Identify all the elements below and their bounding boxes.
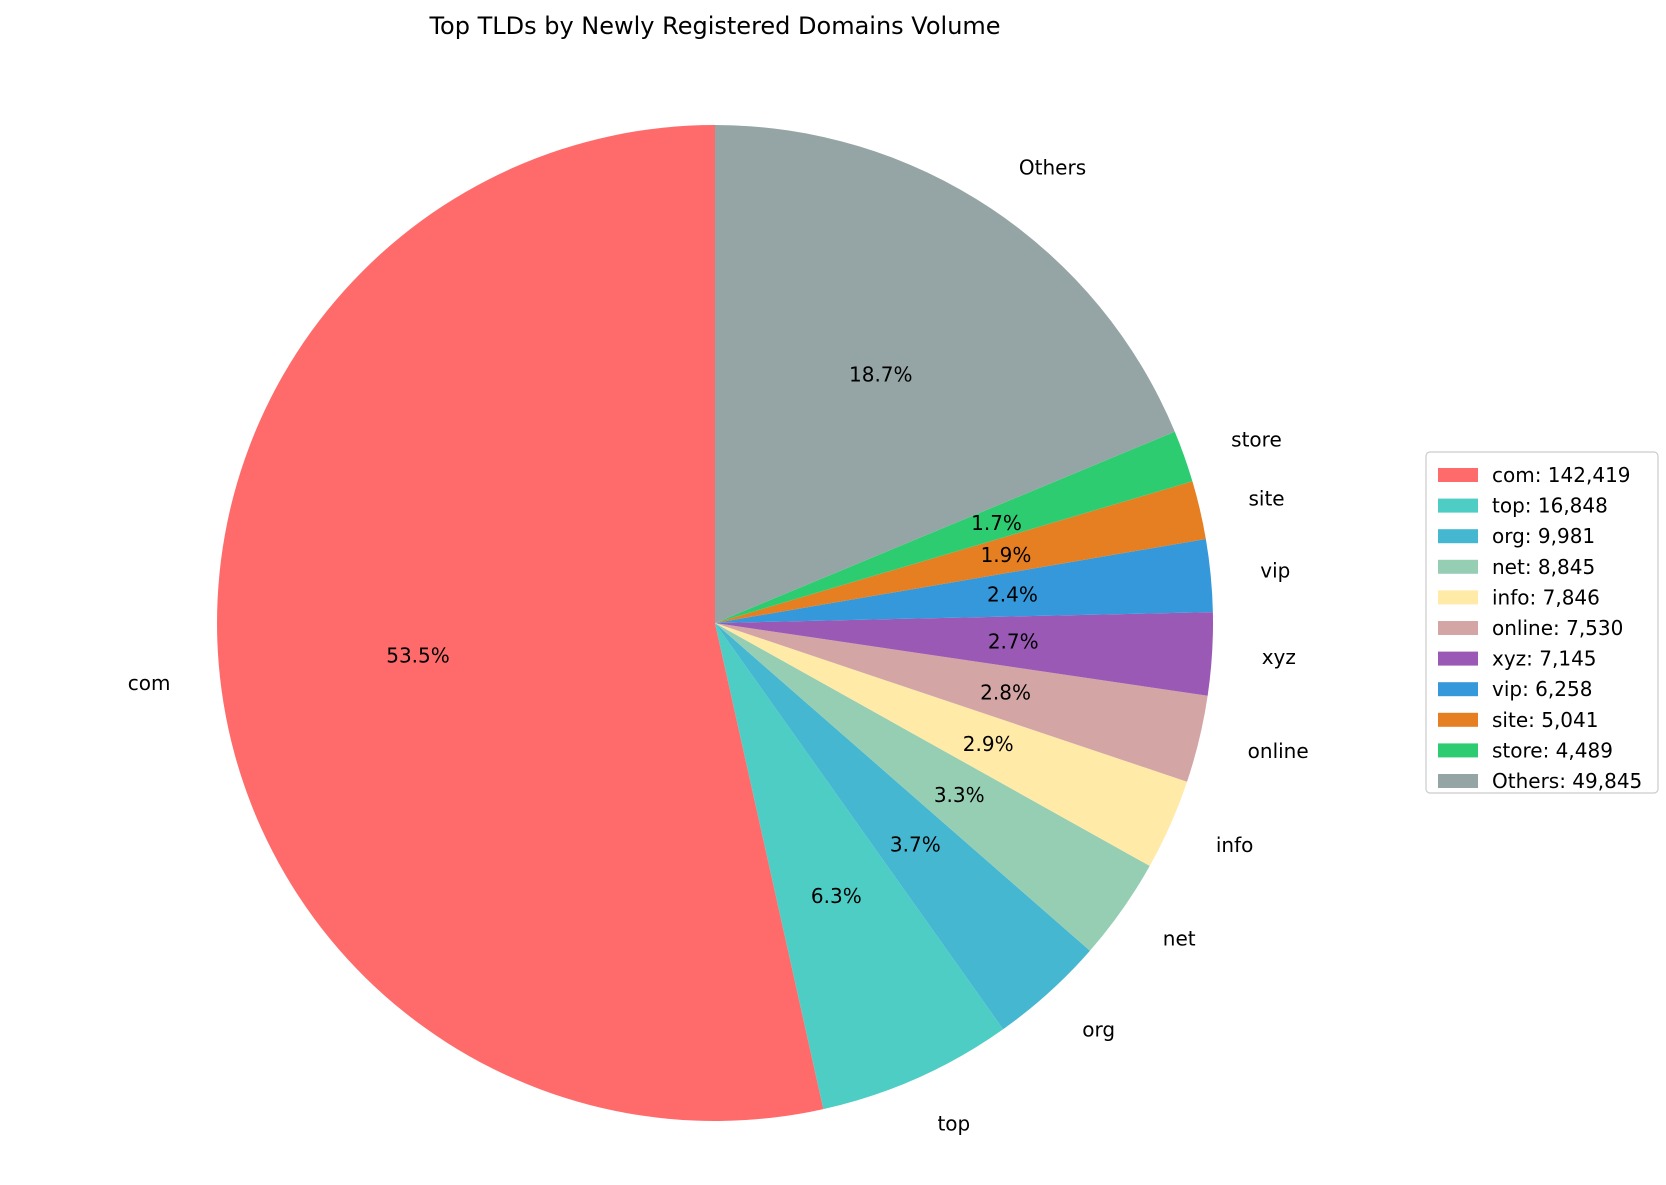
pie-slice-vip — [715, 538, 1213, 623]
slice-label-info: info — [1216, 833, 1254, 857]
pie-slice-online — [715, 623, 1208, 782]
legend-entry-xyz: xyz: 7,145 — [1492, 647, 1597, 671]
legend: com: 142,419 top: 16,848 org: 9,981 net: 8,… — [1425, 451, 1659, 794]
pie-slice-xyz — [715, 612, 1213, 696]
pie-slice-store — [715, 431, 1193, 623]
slice-label-org: org — [1082, 1017, 1115, 1041]
percent-label-online: 2.8% — [980, 681, 1031, 705]
percent-label-org: 3.7% — [890, 833, 941, 857]
percent-label-info: 2.9% — [963, 732, 1014, 756]
percent-label-net: 3.3% — [934, 783, 985, 807]
legend-entry-site: site: 5,041 — [1492, 708, 1598, 732]
slice-label-site: site — [1248, 487, 1284, 511]
legend-swatch-vip — [1438, 682, 1478, 697]
percent-label-site: 1.9% — [981, 543, 1032, 567]
legend-entry-others: Others: 49,845 — [1492, 769, 1642, 793]
slice-label-vip: vip — [1260, 559, 1290, 583]
slice-label-store: store — [1231, 428, 1282, 452]
pie-slice-top — [715, 623, 1004, 1110]
slice-label-xyz: xyz — [1262, 645, 1296, 669]
legend-entry-top: top: 16,848 — [1492, 494, 1608, 518]
legend-swatch-xyz — [1438, 651, 1478, 666]
percent-label-store: 1.7% — [971, 511, 1022, 535]
pie-slice-org — [715, 623, 1090, 1030]
legend-entry-online: online: 7,530 — [1492, 616, 1623, 640]
slice-label-net: net — [1163, 927, 1196, 951]
pie-slice-site — [715, 481, 1206, 623]
pie-slice-info — [715, 623, 1188, 866]
legend-swatch-store — [1438, 743, 1478, 758]
pie-slice-net — [715, 623, 1150, 951]
pie-slices — [217, 124, 1213, 1121]
legend-entry-vip: vip: 6,258 — [1492, 677, 1592, 701]
legend-swatch-online — [1438, 621, 1478, 635]
slice-labels: com top org net info online xyz vip site store Oth… — [128, 155, 1309, 1135]
slice-label-others: Others — [1019, 155, 1086, 179]
slice-label-com: com — [128, 671, 171, 695]
chart-title: Top TLDs by Newly Registered Domains Vol… — [428, 12, 1000, 40]
slice-label-top: top — [937, 1112, 970, 1136]
legend-entry-com: com: 142,419 — [1492, 463, 1631, 487]
legend-swatch-site — [1438, 712, 1478, 727]
percent-label-com: 53.5% — [386, 644, 450, 668]
legend-swatch-com — [1438, 468, 1478, 482]
legend-entry-org: org: 9,981 — [1492, 524, 1595, 548]
legend-entry-info: info: 7,846 — [1492, 585, 1600, 609]
legend-entry-net: net: 8,845 — [1492, 555, 1595, 579]
pie-slice-others — [715, 124, 1175, 623]
percent-label-others: 18.7% — [849, 362, 913, 386]
legend-frame — [1425, 451, 1659, 794]
percent-label-vip: 2.4% — [987, 582, 1038, 606]
percent-labels: 53.5% 6.3% 3.7% 3.3% 2.9% 2.8% 2.7% 2.4% 1.9% 1.7… — [386, 362, 1038, 908]
legend-entry-store: store: 4,489 — [1492, 738, 1613, 762]
percent-label-top: 6.3% — [811, 884, 862, 908]
legend-swatch-org — [1438, 529, 1478, 544]
legend-swatch-top — [1438, 498, 1478, 513]
legend-swatch-info — [1438, 590, 1478, 605]
legend-swatch-net — [1438, 559, 1478, 574]
pie-slice-com — [217, 125, 824, 1121]
percent-label-xyz: 2.7% — [988, 630, 1039, 654]
legend-swatch-others — [1438, 774, 1478, 788]
slice-label-online: online — [1248, 739, 1309, 763]
